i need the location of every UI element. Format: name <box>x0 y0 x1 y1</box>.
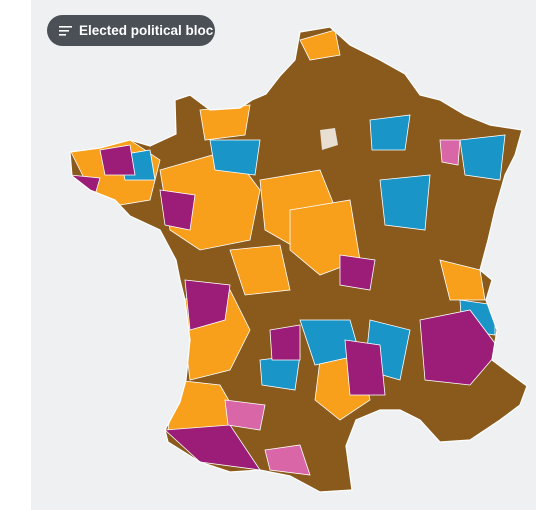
button-label: Elected political bloc <box>79 23 214 38</box>
layer-button[interactable]: Elected political bloc <box>47 15 215 46</box>
region-left-purple <box>70 144 501 471</box>
region-left-pink <box>224 139 461 476</box>
region-centre <box>70 29 486 441</box>
paris <box>320 128 338 150</box>
region-far-right <box>70 27 527 492</box>
constituencies <box>70 27 527 492</box>
menu-icon <box>59 25 72 36</box>
